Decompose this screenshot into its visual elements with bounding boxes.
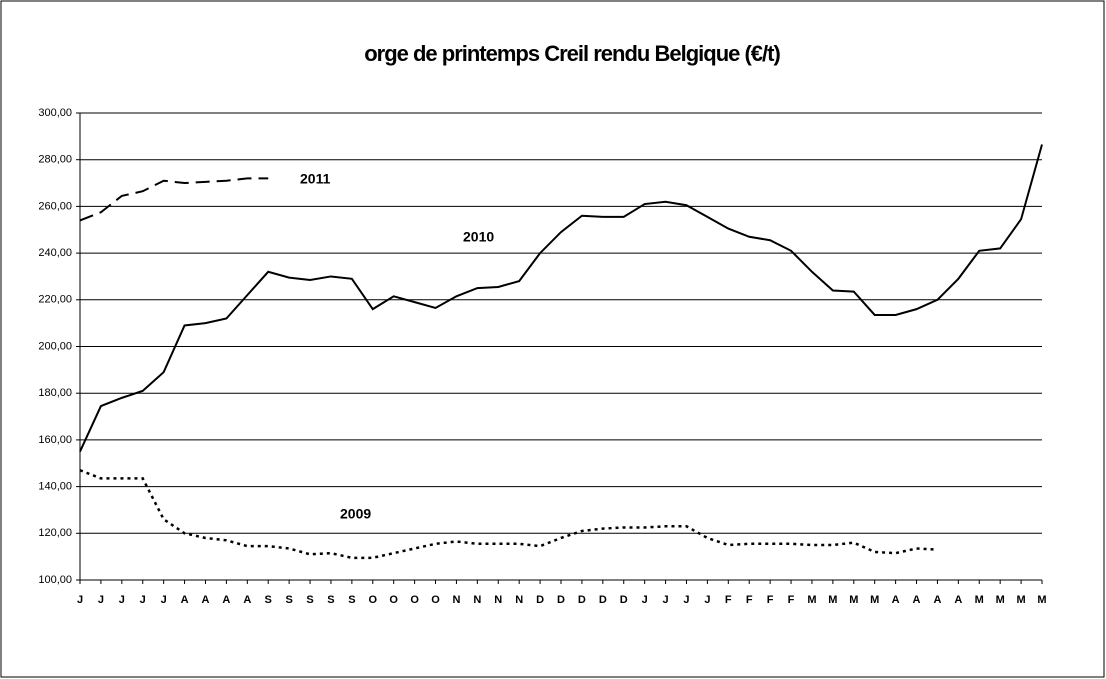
- x-tick-label: A: [892, 594, 900, 606]
- x-tick-label: M: [1017, 594, 1026, 606]
- x-tick-label: S: [327, 594, 334, 606]
- x-tick-label: J: [119, 594, 125, 606]
- x-tick-label: J: [77, 594, 83, 606]
- x-tick-label: A: [222, 594, 230, 606]
- y-tick-label: 160,00: [38, 434, 72, 446]
- x-tick-label: S: [285, 594, 292, 606]
- x-tick-label: A: [243, 594, 251, 606]
- y-tick-label: 280,00: [38, 154, 72, 166]
- x-tick-label: N: [452, 594, 460, 606]
- x-tick-label: D: [599, 594, 607, 606]
- x-tick-label: O: [431, 594, 440, 606]
- x-tick-label: S: [306, 594, 313, 606]
- x-tick-label: J: [161, 594, 167, 606]
- series-line: [79, 469, 938, 560]
- x-tick-label: S: [265, 594, 272, 606]
- x-tick-label: D: [578, 594, 586, 606]
- series-line: [79, 144, 1043, 452]
- x-tick-label: D: [536, 594, 544, 606]
- x-tick-label: F: [746, 594, 753, 606]
- x-tick-label: A: [181, 594, 189, 606]
- y-tick-label: 180,00: [38, 387, 72, 399]
- x-tick-label: D: [557, 594, 565, 606]
- x-tick-label: J: [704, 594, 710, 606]
- x-tick-label: N: [494, 594, 502, 606]
- x-tick-label: M: [828, 594, 837, 606]
- y-tick-label: 260,00: [38, 200, 72, 212]
- x-tick-label: F: [788, 594, 795, 606]
- y-tick-label: 220,00: [38, 294, 72, 306]
- y-tick-label: 100,00: [38, 574, 72, 586]
- chart-title: orge de printemps Creil rendu Belgique (…: [364, 41, 780, 66]
- x-tick-label: O: [410, 594, 419, 606]
- x-tick-label: J: [98, 594, 104, 606]
- x-tick-label: M: [996, 594, 1005, 606]
- x-tick-label: M: [849, 594, 858, 606]
- x-tick-label: M: [1037, 594, 1046, 606]
- x-tick-label: F: [725, 594, 732, 606]
- y-tick-label: 120,00: [38, 527, 72, 539]
- x-tick-label: J: [140, 594, 146, 606]
- x-tick-label: J: [683, 594, 689, 606]
- y-tick-label: 200,00: [38, 340, 72, 352]
- x-tick-label: O: [369, 594, 378, 606]
- x-tick-label: J: [663, 594, 669, 606]
- x-tick-label: F: [767, 594, 774, 606]
- x-tick-label: O: [389, 594, 398, 606]
- x-tick-label: N: [473, 594, 481, 606]
- x-tick-label: J: [642, 594, 648, 606]
- x-tick-label: D: [620, 594, 628, 606]
- x-tick-label: A: [933, 594, 941, 606]
- x-tick-label: A: [954, 594, 962, 606]
- series-label: 2011: [300, 171, 331, 187]
- x-tick-label: M: [807, 594, 816, 606]
- x-tick-label: S: [348, 594, 355, 606]
- x-tick-label: M: [870, 594, 879, 606]
- x-tick-label: A: [202, 594, 210, 606]
- x-tick-label: N: [515, 594, 523, 606]
- series-label: 2010: [463, 229, 494, 245]
- series-label: 2009: [340, 506, 371, 522]
- x-tick-label: A: [913, 594, 921, 606]
- y-tick-label: 140,00: [38, 481, 72, 493]
- y-tick-label: 300,00: [38, 107, 72, 119]
- x-tick-label: M: [975, 594, 984, 606]
- y-tick-label: 240,00: [38, 247, 72, 259]
